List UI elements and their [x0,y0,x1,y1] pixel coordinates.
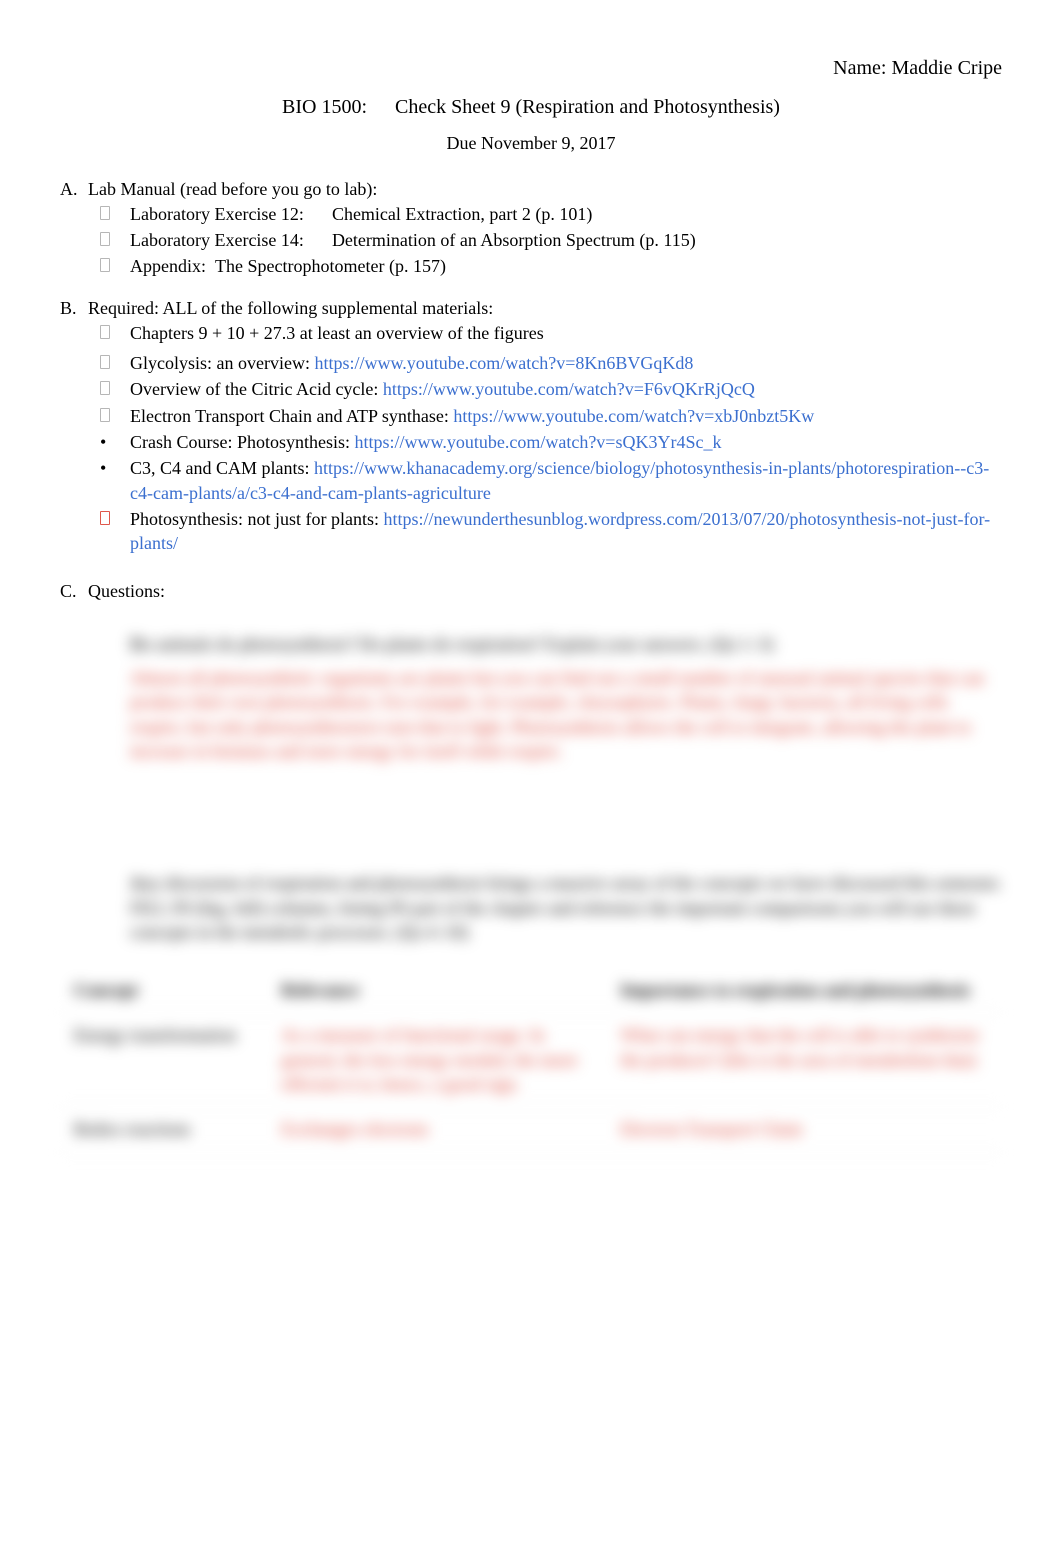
youtube-link[interactable]: https://www.youtube.com/watch?v=sQK3Yr4S… [355,432,722,452]
section-c-letter: C. [60,579,88,603]
lab-text: The Spectrophotometer (p. 157) [215,256,446,276]
importance-cell: What can energy that the cell is able to… [606,1013,1002,1107]
sheet-title: Check Sheet 9 (Respiration and Photosynt… [395,96,780,118]
definition-cell: As a measure of functional usage. In gen… [267,1013,606,1107]
list-item: Laboratory Exercise 12: Chemical Extracti… [100,202,1002,226]
list-item: Appendix: The Spectrophotometer (p. 157) [100,254,1002,278]
item-text: Photosynthesis: not just for plants: [130,509,384,529]
youtube-link[interactable]: https://www.youtube.com/watch?v=xbJ0nbzt… [453,406,814,426]
lab-label: Appendix: [130,256,206,276]
page-title: BIO 1500: Check Sheet 9 (Respiration and … [60,94,1002,121]
question-answer: Almost all photosynthetic organisms are … [130,666,1002,763]
question-2: 2. Any discussion of respiration and pho… [100,871,1002,944]
section-c: C. Questions: [60,579,1002,603]
youtube-link[interactable]: https://www.youtube.com/watch?v=8Kn6BVGq… [314,353,693,373]
section-b-list: Chapters 9 + 10 + 27.3 at least an overv… [60,321,1002,556]
list-item: Electron Transport Chain and ATP synthas… [100,404,1002,428]
list-item: Crash Course: Photosynthesis: https://ww… [100,430,1002,454]
table-header-row: Concept Relevance Importance to respirat… [60,968,1002,1013]
table-row: Energy transformation As a measure of fu… [60,1013,1002,1107]
list-item: Chapters 9 + 10 + 27.3 at least an overv… [100,321,1002,345]
item-text: Overview of the Citric Acid cycle: [130,379,383,399]
concept-table: Concept Relevance Importance to respirat… [60,968,1002,1152]
question-prompt: Do animals do photosynthesis? Do plants … [130,632,1002,656]
table-row: Redox reactions Exchanges electrons Elec… [60,1107,1002,1152]
question-1: 1. Do animals do photosynthesis? Do plan… [100,632,1002,847]
list-item: Laboratory Exercise 14: Determination of … [100,228,1002,252]
lab-label: Laboratory Exercise 12: [130,204,304,224]
concept-cell: Energy transformation [60,1013,267,1107]
item-text: C3, C4 and CAM plants: [130,458,314,478]
question-number: 2. [130,871,144,895]
questions-list: 1. Do animals do photosynthesis? Do plan… [60,632,1002,944]
table-header: Importance to respiration and photosynth… [606,968,1002,1013]
section-c-heading: Questions: [88,579,165,603]
concept-cell: Redox reactions [60,1107,267,1152]
item-text: Electron Transport Chain and ATP synthas… [130,406,453,426]
lab-text: Determination of an Absorption Spectrum … [332,230,696,250]
section-a: A. Lab Manual (read before you go to lab… [60,177,1002,278]
list-item: Glycolysis: an overview: https://www.you… [100,351,1002,375]
section-b: B. Required: ALL of the following supple… [60,296,1002,555]
concept-table-wrap: Concept Relevance Importance to respirat… [60,968,1002,1152]
item-text: Crash Course: Photosynthesis: [130,432,355,452]
lab-text: Chemical Extraction, part 2 (p. 101) [332,204,592,224]
name-prefix: Name: [833,57,891,79]
section-b-heading: Required: ALL of the following supplemen… [88,296,493,320]
item-text: Chapters 9 + 10 + 27.3 at least an overv… [130,323,544,343]
list-item: Photosynthesis: not just for plants: htt… [100,507,1002,556]
table-header: Concept [60,968,267,1013]
question-number: 1. [130,632,144,656]
section-b-letter: B. [60,296,88,320]
item-text: Glycolysis: an overview: [130,353,314,373]
due-date: Due November 9, 2017 [60,131,1002,155]
section-a-list: Laboratory Exercise 12: Chemical Extracti… [60,202,1002,279]
definition-cell: Exchanges electrons [267,1107,606,1152]
list-item: Overview of the Citric Acid cycle: https… [100,377,1002,401]
section-a-heading: Lab Manual (read before you go to lab): [88,177,377,201]
lab-label: Laboratory Exercise 14: [130,230,304,250]
list-item: C3, C4 and CAM plants: https://www.khana… [100,456,1002,505]
table-header: Relevance [267,968,606,1013]
section-a-letter: A. [60,177,88,201]
course-code: BIO 1500: [282,96,367,118]
question-prompt: Any discussion of respiration and photos… [130,871,1002,944]
name-value: Maddie Cripe [891,57,1002,79]
student-name-line: Name: Maddie Cripe [60,55,1002,82]
youtube-link[interactable]: https://www.youtube.com/watch?v=F6vQKrRj… [383,379,755,399]
importance-cell: Electron Transport Chain [606,1107,1002,1152]
